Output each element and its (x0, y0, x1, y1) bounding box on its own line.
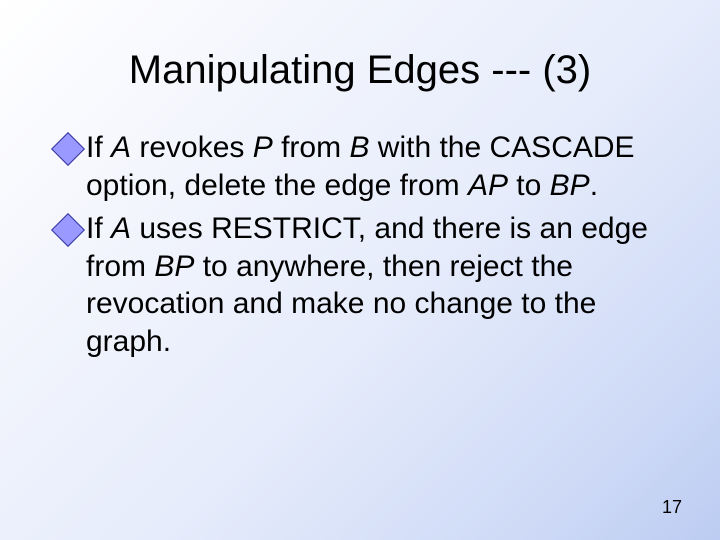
slide-title: Manipulating Edges --- (3) (0, 0, 720, 93)
bullet-text: If A revokes P from B with the CASCADE o… (86, 129, 664, 204)
diamond-bullet-icon (51, 213, 85, 247)
bullet-item: If A uses RESTRICT, and there is an edge… (56, 210, 664, 360)
bullet-list: If A revokes P from B with the CASCADE o… (0, 93, 720, 360)
diamond-bullet-icon (51, 132, 85, 166)
bullet-item: If A revokes P from B with the CASCADE o… (56, 129, 664, 204)
bullet-text: If A uses RESTRICT, and there is an edge… (86, 210, 664, 360)
page-number: 17 (662, 497, 682, 518)
